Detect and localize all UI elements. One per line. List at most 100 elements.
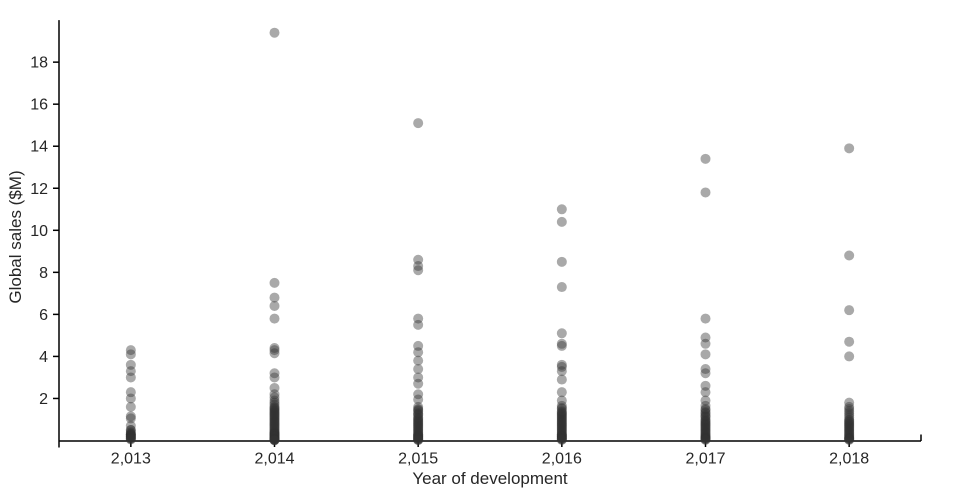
data-point — [413, 422, 424, 433]
y-tick-label: 4 — [39, 349, 48, 366]
data-point — [700, 332, 711, 343]
data-point — [269, 427, 280, 438]
data-point — [269, 27, 280, 38]
data-point — [556, 387, 567, 398]
data-point — [556, 417, 567, 428]
data-point — [700, 430, 711, 441]
data-point — [556, 340, 567, 351]
data-point — [269, 431, 280, 442]
x-tick-label: 2,018 — [829, 451, 869, 468]
data-point — [844, 421, 855, 432]
data-point — [556, 282, 567, 293]
data-point — [269, 430, 280, 441]
data-point — [556, 400, 567, 411]
data-point — [556, 427, 567, 438]
data-point — [844, 351, 855, 362]
data-point — [556, 410, 567, 421]
data-point — [556, 256, 567, 267]
data-point — [413, 364, 424, 375]
data-point — [413, 340, 424, 351]
data-point — [413, 430, 424, 441]
data-point — [556, 395, 567, 406]
data-point — [413, 421, 424, 432]
data-point — [700, 414, 711, 425]
data-point — [556, 431, 567, 442]
data-point — [269, 433, 280, 444]
data-point — [556, 432, 567, 443]
data-point — [700, 431, 711, 442]
data-point — [125, 428, 136, 439]
data-point — [556, 430, 567, 441]
data-point — [700, 422, 711, 433]
y-tick-label: 18 — [30, 55, 48, 72]
data-point — [413, 413, 424, 424]
data-point — [700, 387, 711, 398]
data-point — [269, 434, 280, 445]
data-point — [125, 433, 136, 444]
data-point — [556, 430, 567, 441]
data-point — [844, 432, 855, 443]
data-point — [269, 434, 280, 445]
data-point — [700, 433, 711, 444]
y-axis-title: Global sales ($M) — [6, 170, 25, 304]
data-point — [413, 434, 424, 445]
data-point — [556, 429, 567, 440]
series-2018 — [844, 143, 855, 445]
data-point — [844, 427, 855, 438]
data-point — [269, 405, 280, 416]
data-point — [844, 250, 855, 261]
data-point — [700, 434, 711, 445]
y-tick-label: 14 — [30, 139, 48, 156]
data-point — [413, 434, 424, 445]
data-point — [413, 427, 424, 438]
data-point — [700, 428, 711, 439]
data-point — [556, 422, 567, 433]
data-point — [556, 216, 567, 227]
data-point — [700, 380, 711, 391]
data-point — [844, 424, 855, 435]
data-point — [125, 434, 136, 445]
data-point — [700, 410, 711, 421]
data-point — [125, 393, 136, 404]
data-point — [700, 427, 711, 438]
data-point — [700, 432, 711, 443]
data-point — [269, 397, 280, 408]
data-point — [844, 403, 855, 414]
data-point — [556, 328, 567, 339]
data-point — [844, 429, 855, 440]
data-point — [700, 415, 711, 426]
data-point — [125, 431, 136, 442]
data-point — [125, 433, 136, 444]
data-point — [844, 412, 855, 423]
data-point — [413, 372, 424, 383]
data-point — [269, 431, 280, 442]
data-point — [269, 409, 280, 420]
data-point — [269, 430, 280, 441]
data-point — [413, 405, 424, 416]
data-point — [844, 336, 855, 347]
data-point — [269, 432, 280, 443]
data-point — [556, 433, 567, 444]
data-point — [413, 424, 424, 435]
data-point — [844, 419, 855, 430]
data-point — [269, 401, 280, 412]
data-point — [844, 397, 855, 408]
data-point — [269, 423, 280, 434]
data-point — [413, 261, 424, 272]
data-point — [413, 355, 424, 366]
data-point — [556, 403, 567, 414]
data-point — [700, 338, 711, 349]
data-point — [556, 424, 567, 435]
data-point — [413, 414, 424, 425]
data-point — [125, 420, 136, 431]
data-point — [269, 407, 280, 418]
data-point — [125, 359, 136, 370]
data-point — [413, 415, 424, 426]
data-point — [844, 434, 855, 445]
data-point — [269, 399, 280, 410]
data-point — [413, 408, 424, 419]
data-point — [844, 143, 855, 154]
data-point — [700, 153, 711, 164]
data-point — [700, 424, 711, 435]
data-point — [269, 432, 280, 443]
